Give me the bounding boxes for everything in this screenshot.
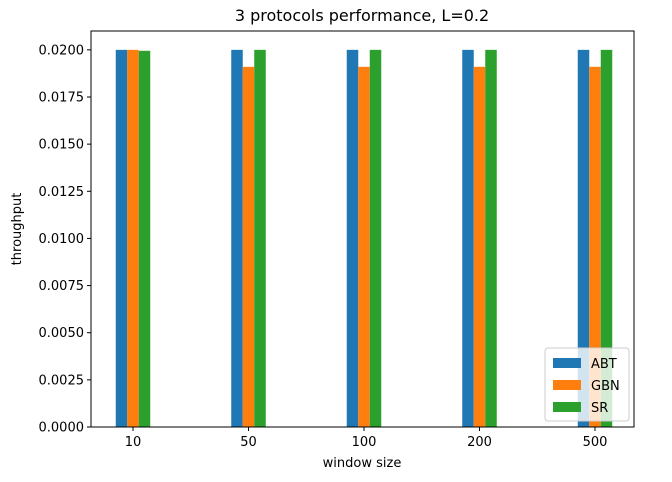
x-tick-label: 50 <box>240 435 257 450</box>
bar-abt-10 <box>115 49 128 427</box>
bar-abt-500 <box>577 49 590 427</box>
bar-gbn-100 <box>358 66 370 427</box>
bar-abt-50 <box>231 49 243 427</box>
legend-swatch-sr <box>553 402 581 412</box>
bar-gbn-10 <box>127 49 139 427</box>
bars-group <box>115 49 613 428</box>
bar-abt-200 <box>462 49 474 427</box>
y-tick-label: 0.0050 <box>39 326 85 341</box>
bar-sr-10 <box>138 50 151 428</box>
bar-sr-100 <box>369 49 382 427</box>
x-tick-label: 10 <box>125 435 142 450</box>
y-tick-label: 0.0025 <box>39 373 85 388</box>
y-tick-label: 0.0150 <box>39 138 85 153</box>
bar-gbn-200 <box>473 66 486 427</box>
y-axis-label: throughput <box>10 193 25 266</box>
y-tick-label: 0.0000 <box>39 421 85 436</box>
y-tick-label: 0.0100 <box>39 232 85 247</box>
y-tick-label: 0.0125 <box>39 185 85 200</box>
axes-group: 0.0000 0.0025 0.0050 0.0075 0.0100 0.0125 0.01… <box>39 30 635 450</box>
x-tick-label: 200 <box>467 435 492 450</box>
bar-gbn-50 <box>242 66 255 427</box>
plot-frame <box>90 30 635 428</box>
y-tick-label: 0.0175 <box>39 91 85 106</box>
chart-title: 3 protocols performance, L=0.2 <box>235 6 489 25</box>
x-tick-label: 100 <box>352 435 377 450</box>
legend-label-sr: SR <box>591 401 608 416</box>
bar-sr-500 <box>600 49 613 427</box>
legend-label-abt: ABT <box>591 357 617 372</box>
x-axis-label: window size <box>323 456 402 471</box>
legend-swatch-abt <box>553 358 581 368</box>
legend-label-gbn: GBN <box>591 379 620 394</box>
bar-abt-100 <box>346 49 359 427</box>
y-tick-label: 0.0200 <box>39 43 85 58</box>
bar-gbn-500 <box>589 66 601 427</box>
bar-sr-200 <box>485 49 497 427</box>
legend-swatch-gbn <box>553 380 581 390</box>
y-tick-label: 0.0075 <box>39 279 85 294</box>
x-tick-label: 500 <box>583 435 608 450</box>
legend: ABT GBN SR <box>544 347 630 422</box>
bar-sr-50 <box>254 49 266 427</box>
